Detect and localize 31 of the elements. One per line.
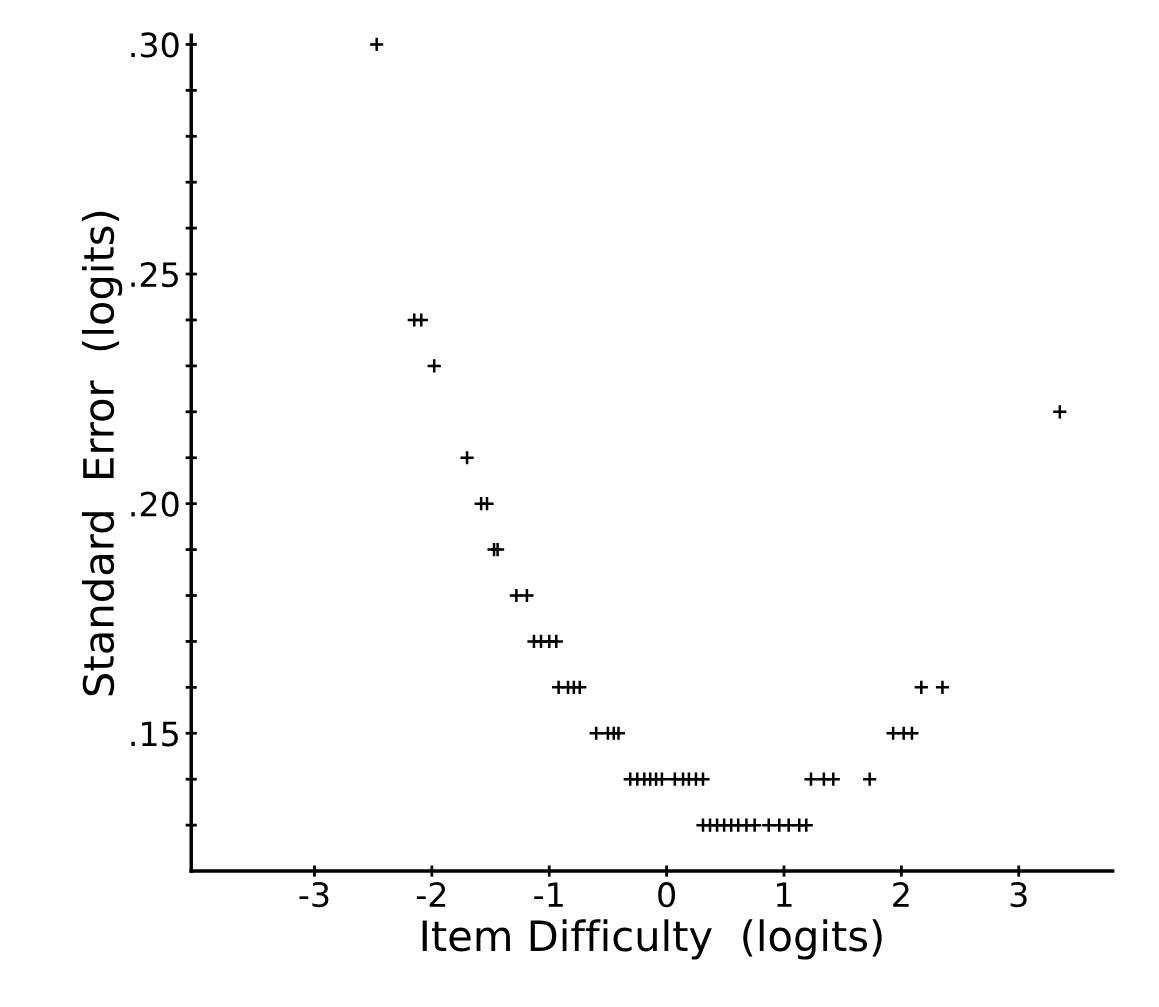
point xyxy=(913,679,930,696)
point xyxy=(803,771,819,788)
point xyxy=(695,771,711,788)
x-axis-title: Item Difficulty (logits) xyxy=(422,919,882,960)
point xyxy=(368,36,385,53)
x-tick-label: 3 xyxy=(1010,882,1027,908)
x-tick-label: 2 xyxy=(893,882,909,907)
y-tick-label: .15 xyxy=(131,721,178,747)
y-tick-label: .30 xyxy=(131,32,179,58)
point xyxy=(1051,403,1068,420)
point xyxy=(548,633,565,650)
x-tick-label: -3 xyxy=(299,882,329,908)
y-axis-title: Standard Error (logits) xyxy=(81,211,123,696)
point xyxy=(413,312,430,328)
y-tick-label: .25 xyxy=(131,261,178,288)
point xyxy=(798,817,815,833)
point xyxy=(746,817,763,833)
point xyxy=(489,541,506,558)
point xyxy=(519,587,535,604)
y-tick-label: .20 xyxy=(131,491,179,517)
x-tick-label: 0 xyxy=(658,882,675,908)
x-tick-label: 1 xyxy=(777,882,792,907)
point xyxy=(610,725,627,742)
point xyxy=(459,449,475,466)
point xyxy=(861,771,878,788)
point xyxy=(825,771,842,788)
point xyxy=(934,679,951,696)
x-tick-label: -2 xyxy=(416,882,446,907)
point xyxy=(904,725,920,742)
point xyxy=(426,358,443,374)
x-tick-label: -1 xyxy=(534,882,563,907)
